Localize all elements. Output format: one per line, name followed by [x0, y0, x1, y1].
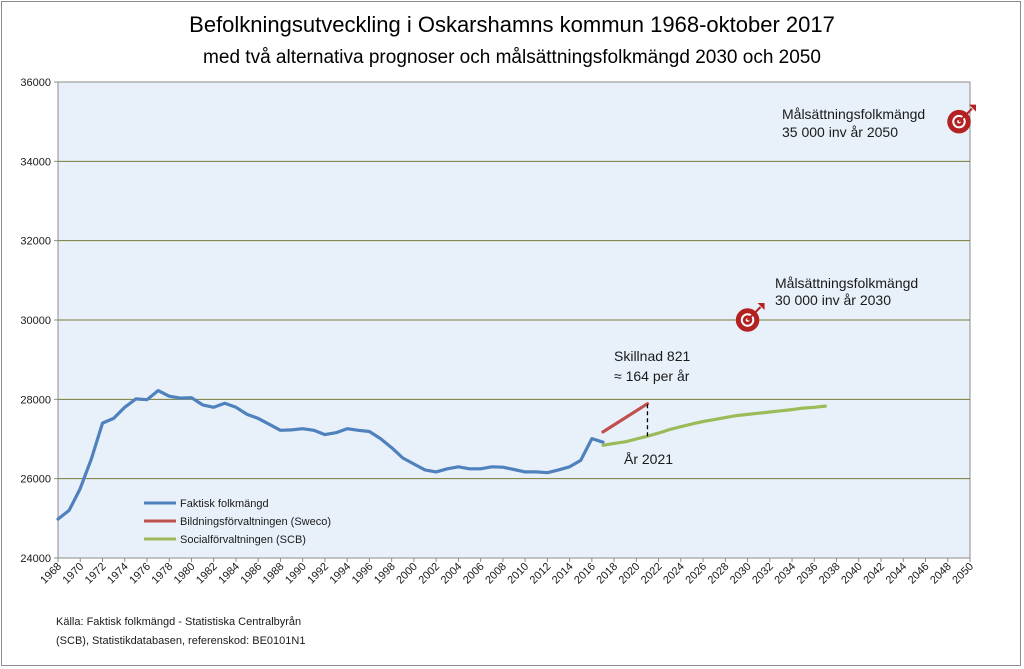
x-tick-label: 2030 [728, 561, 754, 587]
target-dart-icon [947, 104, 976, 134]
x-tick-label: 2006 [461, 561, 487, 587]
x-tick-label: 2018 [594, 561, 620, 587]
x-tick-label: 1974 [105, 561, 131, 587]
y-tick-label: 24000 [20, 553, 51, 565]
x-tick-label: 1976 [127, 561, 153, 587]
source-note: Källa: Faktisk folkmängd - Statistiska C… [56, 613, 305, 651]
target-dart-shaft [958, 107, 973, 123]
x-tick-label: 2008 [483, 561, 509, 587]
x-tick-label: 2010 [505, 561, 531, 587]
legend-label-bildning: Bildningsförvaltningen (Sweco) [180, 516, 331, 528]
y-tick-label: 30000 [20, 315, 51, 327]
chart-title: Befolkningsutveckling i Oskarshamns komm… [189, 12, 835, 37]
series-line-bildning [601, 402, 650, 434]
target-dart-shaft [746, 306, 762, 321]
target-2050-label-line1: Målsättningsfolkmängd [782, 106, 925, 122]
y-tick-label: 32000 [20, 236, 51, 248]
x-tick-label: 2012 [528, 561, 554, 587]
x-tick-label: 2040 [839, 561, 865, 587]
y-tick-label: 36000 [20, 77, 51, 89]
x-tick-label: 2048 [928, 561, 954, 587]
target-2050-label-line2: 35 000 inv år 2050 [782, 124, 898, 140]
x-tick-label: 2022 [639, 561, 665, 587]
x-tick-label: 2032 [750, 561, 776, 587]
grid-lines [58, 160, 970, 480]
x-tick-label: 2024 [661, 561, 687, 587]
x-tick-label: 2044 [884, 561, 910, 587]
x-tick-label: 1992 [305, 561, 331, 587]
target-2030-label-line2: 30 000 inv år 2030 [775, 292, 891, 308]
series-line-social [601, 404, 828, 447]
x-tick-label: 2050 [950, 561, 976, 587]
x-tick-label: 1988 [261, 561, 287, 587]
source-line-1: Källa: Faktisk folkmängd - Statistiska C… [56, 616, 302, 628]
y-tick-label: 28000 [20, 394, 51, 406]
x-tick-label: 1980 [172, 561, 198, 587]
x-tick-label: 1984 [216, 561, 242, 587]
difference-per-year-label: ≈ 164 per år [614, 368, 690, 384]
legend-label-faktisk: Faktisk folkmängd [180, 498, 269, 510]
x-tick-label: 2000 [394, 561, 420, 587]
x-tick-label: 2038 [817, 561, 843, 587]
target-dart-fletching [757, 303, 765, 310]
x-tick-label: 2028 [706, 561, 732, 587]
x-tick-label: 1970 [61, 561, 87, 587]
legend-label-social: Socialförvaltningen (SCB) [180, 534, 306, 546]
y-tick-label: 34000 [20, 156, 51, 168]
x-tick-label: 1994 [327, 561, 353, 587]
x-tick-label: 2004 [439, 561, 465, 587]
source-line-2: (SCB), Statistikdatabasen, referenskod: … [56, 635, 306, 647]
x-tick-label: 2034 [772, 561, 798, 587]
series-line-faktisk [56, 389, 605, 521]
y-tick-label: 26000 [20, 474, 51, 486]
difference-year-label: År 2021 [624, 451, 673, 467]
target-2030-label-line1: Målsättningsfolkmängd [775, 275, 918, 291]
x-tick-label: 1986 [239, 561, 265, 587]
x-tick-label: 1998 [372, 561, 398, 587]
target-dart-icon [735, 303, 765, 332]
x-tick-label: 2042 [861, 561, 887, 587]
x-tick-label: 2036 [795, 561, 821, 587]
x-tick-label: 2002 [416, 561, 442, 587]
x-tick-label: 1978 [150, 561, 176, 587]
x-tick-label: 2046 [906, 561, 932, 587]
y-axis-ticks: 24000 26000 28000 30000 32000 34000 36000 [20, 77, 58, 565]
x-tick-label: 2016 [572, 561, 598, 587]
x-tick-label: 1982 [194, 561, 220, 587]
difference-label: Skillnad 821 [614, 348, 690, 364]
chart-subtitle: med två alternativa prognoser och målsät… [203, 47, 821, 68]
x-axis-ticks: 1968197019721974197619781980198219841986… [38, 558, 976, 586]
x-tick-label: 1990 [283, 561, 309, 587]
series-lines [56, 389, 828, 521]
x-tick-label: 1972 [83, 561, 109, 587]
x-tick-label: 1996 [350, 561, 376, 587]
target-dart-fletching [969, 104, 976, 112]
legend: Faktisk folkmängd Bildningsförvaltningen… [144, 498, 331, 546]
x-tick-label: 2020 [617, 561, 643, 587]
x-tick-label: 2026 [683, 561, 709, 587]
x-tick-label: 2014 [550, 561, 576, 587]
